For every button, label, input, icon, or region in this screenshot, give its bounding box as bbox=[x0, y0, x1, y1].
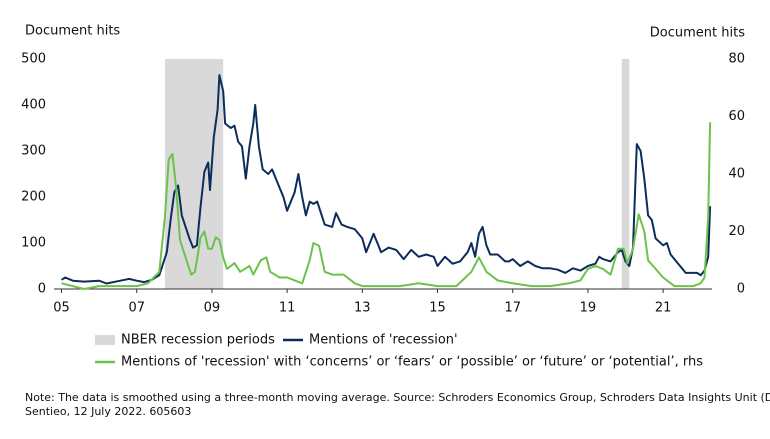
y2-tick-label: 0 bbox=[737, 282, 745, 297]
series-line bbox=[60, 74, 712, 285]
y2-tick-label: 40 bbox=[728, 167, 745, 182]
recession-band bbox=[621, 59, 630, 289]
legend-label: NBER recession periods bbox=[121, 333, 275, 348]
x-tick-label: 21 bbox=[655, 301, 672, 316]
y2-tick-label: 80 bbox=[728, 52, 745, 67]
x-tick-label: 19 bbox=[580, 301, 597, 316]
legend-label: Mentions of 'recession' bbox=[309, 333, 458, 348]
x-tick-label: 09 bbox=[204, 301, 221, 316]
y-tick-label: 400 bbox=[21, 98, 46, 113]
x-tick-label: 13 bbox=[354, 301, 371, 316]
x-tick-label: 11 bbox=[279, 301, 296, 316]
x-tick-label: 17 bbox=[504, 301, 521, 316]
y2-axis-label: Document hits bbox=[650, 26, 745, 41]
y-tick-label: 100 bbox=[21, 236, 46, 251]
y-tick-label: 300 bbox=[21, 144, 46, 159]
series-line bbox=[61, 122, 712, 290]
y-tick-label: 500 bbox=[21, 52, 46, 67]
y-tick-label: 200 bbox=[21, 190, 46, 205]
x-tick-label: 05 bbox=[53, 301, 70, 316]
legend-label: Mentions of 'recession' with ‘concerns’ … bbox=[121, 355, 703, 370]
y2-tick-label: 60 bbox=[728, 109, 745, 124]
y2-tick-label: 20 bbox=[728, 224, 745, 239]
y-axis-label: Document hits bbox=[25, 24, 120, 39]
x-tick-label: 07 bbox=[128, 301, 145, 316]
x-tick-label: 15 bbox=[429, 301, 446, 316]
y-tick-label: 0 bbox=[38, 282, 46, 297]
note: Note: The data is smoothed using a three… bbox=[25, 391, 770, 418]
legend-swatch bbox=[95, 335, 115, 345]
